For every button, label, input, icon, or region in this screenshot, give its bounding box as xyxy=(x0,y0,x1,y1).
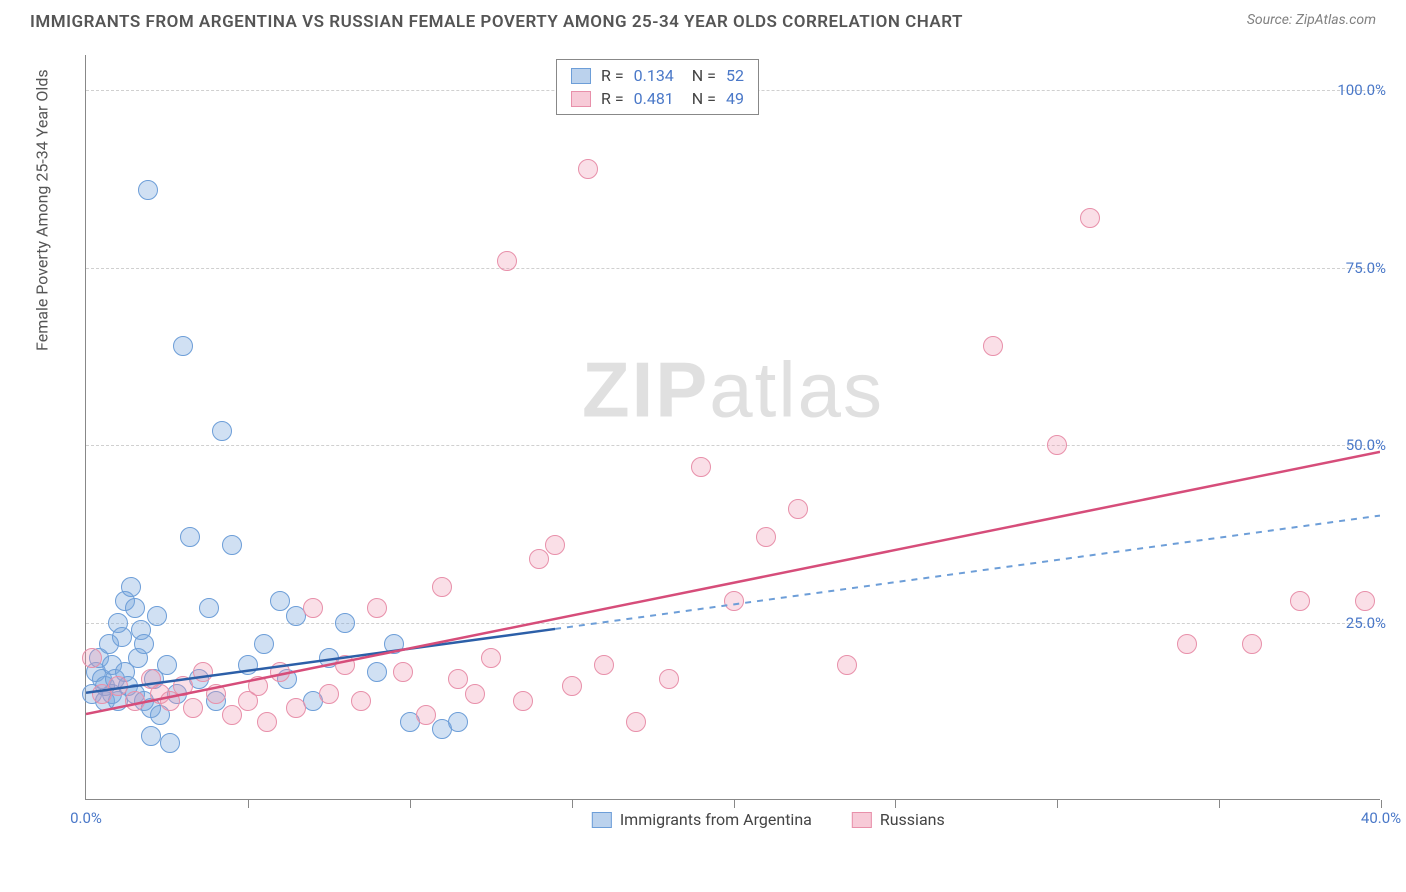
y-axis-label: Female Poverty Among 25-34 Year Olds xyxy=(33,69,52,351)
data-point xyxy=(286,698,306,718)
data-point xyxy=(270,591,290,611)
data-point xyxy=(222,535,242,555)
data-point xyxy=(303,598,323,618)
data-point xyxy=(160,733,180,753)
data-point xyxy=(121,577,141,597)
data-point xyxy=(562,676,582,696)
data-point xyxy=(248,676,268,696)
x-tick xyxy=(895,800,896,808)
data-point xyxy=(513,691,533,711)
legend-item-russians: Russians xyxy=(852,810,945,829)
stats-row-argentina: R =0.134 N =52 xyxy=(571,64,744,87)
data-point xyxy=(367,598,387,618)
data-point xyxy=(448,669,468,689)
data-point xyxy=(1047,435,1067,455)
data-point xyxy=(173,336,193,356)
data-point xyxy=(367,662,387,682)
x-tick xyxy=(248,800,249,808)
chart-container: Female Poverty Among 25-34 Year Olds ZIP… xyxy=(60,55,1380,825)
y-tick-label: 50.0% xyxy=(1326,436,1386,454)
data-point xyxy=(465,684,485,704)
data-point xyxy=(1290,591,1310,611)
chart-title: IMMIGRANTS FROM ARGENTINA VS RUSSIAN FEM… xyxy=(30,12,963,32)
data-point xyxy=(335,655,355,675)
data-point xyxy=(659,669,679,689)
data-point xyxy=(1242,634,1262,654)
data-point xyxy=(691,457,711,477)
data-point xyxy=(141,726,161,746)
data-point xyxy=(138,180,158,200)
data-point xyxy=(626,712,646,732)
series-legend: Immigrants from Argentina Russians xyxy=(592,810,945,829)
data-point xyxy=(125,598,145,618)
swatch-icon xyxy=(592,812,612,828)
data-point xyxy=(125,691,145,711)
stats-legend: R =0.134 N =52 R =0.481 N =49 xyxy=(556,59,759,115)
data-point xyxy=(481,648,501,668)
gridline-h xyxy=(86,445,1380,446)
data-point xyxy=(1080,208,1100,228)
data-point xyxy=(108,676,128,696)
source-attribution: Source: ZipAtlas.com xyxy=(1247,12,1376,28)
data-point xyxy=(756,527,776,547)
data-point xyxy=(724,591,744,611)
data-point xyxy=(384,634,404,654)
x-tick xyxy=(410,800,411,808)
data-point xyxy=(157,655,177,675)
data-point xyxy=(983,336,1003,356)
x-tick xyxy=(572,800,573,808)
legend-item-argentina: Immigrants from Argentina xyxy=(592,810,812,829)
gridline-h xyxy=(86,623,1380,624)
data-point xyxy=(351,691,371,711)
data-point xyxy=(212,421,232,441)
data-point xyxy=(199,598,219,618)
x-tick xyxy=(1381,800,1382,808)
data-point xyxy=(578,159,598,179)
data-point xyxy=(206,684,226,704)
x-tick xyxy=(734,800,735,808)
data-point xyxy=(335,613,355,633)
y-tick-label: 100.0% xyxy=(1326,81,1386,99)
data-point xyxy=(270,662,290,682)
data-point xyxy=(82,648,102,668)
data-point xyxy=(257,712,277,732)
data-point xyxy=(788,499,808,519)
data-point xyxy=(837,655,857,675)
data-point xyxy=(594,655,614,675)
x-tick-label: 0.0% xyxy=(70,809,102,827)
data-point xyxy=(180,527,200,547)
data-point xyxy=(147,606,167,626)
swatch-icon xyxy=(571,91,591,107)
data-point xyxy=(448,712,468,732)
data-point xyxy=(254,634,274,654)
y-tick-label: 25.0% xyxy=(1326,614,1386,632)
y-tick-label: 75.0% xyxy=(1326,259,1386,277)
x-tick xyxy=(1219,800,1220,808)
data-point xyxy=(1355,591,1375,611)
data-point xyxy=(1177,634,1197,654)
swatch-icon xyxy=(571,68,591,84)
data-point xyxy=(112,627,132,647)
data-point xyxy=(183,698,203,718)
data-point xyxy=(529,549,549,569)
data-point xyxy=(432,577,452,597)
data-point xyxy=(134,634,154,654)
plot-area: ZIPatlas 25.0%50.0%75.0%100.0%0.0%40.0% … xyxy=(85,55,1380,800)
data-point xyxy=(393,662,413,682)
gridline-h xyxy=(86,268,1380,269)
swatch-icon xyxy=(852,812,872,828)
data-point xyxy=(193,662,213,682)
stats-row-russians: R =0.481 N =49 xyxy=(571,87,744,110)
data-point xyxy=(173,676,193,696)
data-point xyxy=(416,705,436,725)
data-point xyxy=(545,535,565,555)
x-tick-label: 40.0% xyxy=(1361,809,1401,827)
data-point xyxy=(319,684,339,704)
data-point xyxy=(222,705,242,725)
x-tick xyxy=(1057,800,1058,808)
data-point xyxy=(238,655,258,675)
data-point xyxy=(497,251,517,271)
watermark: ZIPatlas xyxy=(582,344,884,435)
